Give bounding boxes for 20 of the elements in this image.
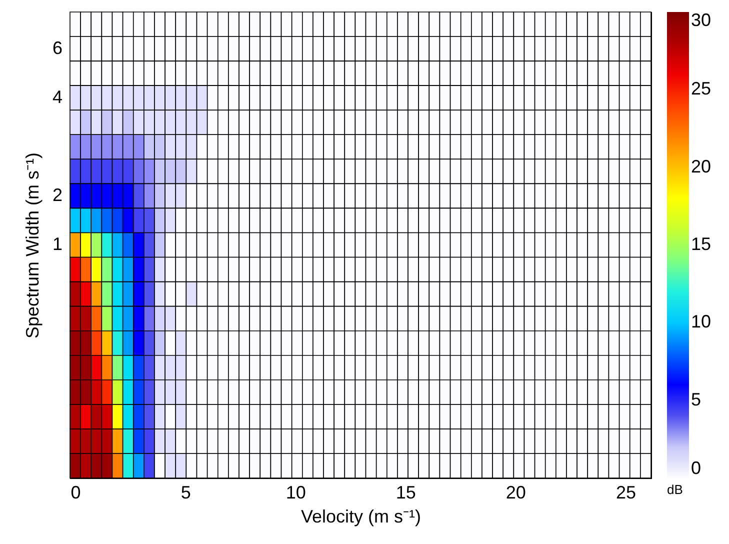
x-tick-label: 25 <box>616 482 636 502</box>
color-bar-label: 30 <box>691 10 712 30</box>
color-bar-title: dB <box>667 482 683 497</box>
color-bar-label: 0 <box>691 458 702 478</box>
y-tick-label: 4 <box>52 86 62 107</box>
x-tick-label: 20 <box>506 482 526 502</box>
x-axis-title: Velocity (m s⁻¹) <box>300 506 422 526</box>
x-tick-label: 15 <box>396 482 416 502</box>
y-tick-label: 1 <box>52 234 62 254</box>
color-bar-label: 5 <box>691 389 702 410</box>
x-tick-label: 10 <box>286 482 306 502</box>
color-bar-label: 20 <box>691 156 712 176</box>
color-bar-label: 10 <box>691 312 712 332</box>
color-bar-label: 15 <box>691 234 712 254</box>
color-bar-label: 25 <box>691 78 712 99</box>
y-tick-label: 6 <box>52 38 62 58</box>
y-axis-title: Spectrum Width (m s⁻¹) <box>22 152 42 339</box>
x-tick-label: 5 <box>180 482 191 502</box>
y-tick-label: 2 <box>52 184 62 205</box>
x-tick-label: 0 <box>70 482 81 502</box>
